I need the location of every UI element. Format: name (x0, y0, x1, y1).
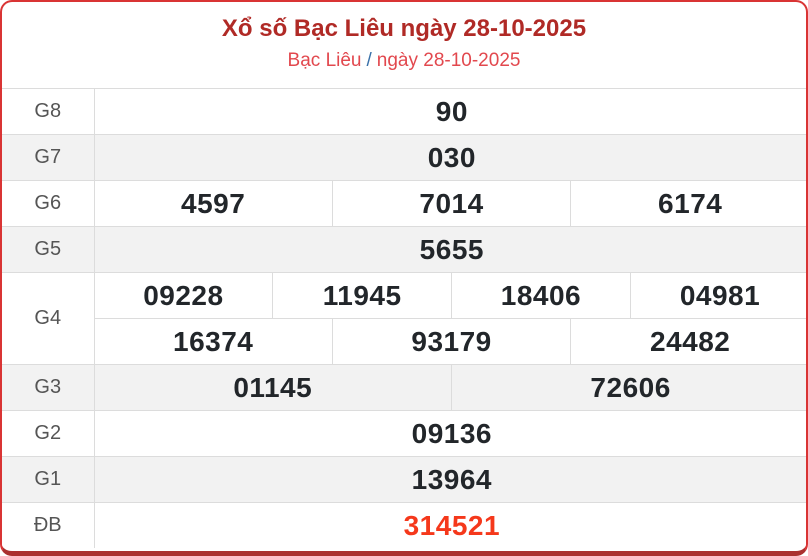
table-row-g3: G3 01145 72606 (2, 364, 806, 411)
page-title: Xổ số Bạc Liêu ngày 28-10-2025 (221, 15, 587, 42)
prize-label: ĐB (2, 502, 95, 548)
breadcrumb: Bạc Liêu / ngày 28-10-2025 (2, 50, 806, 72)
prize-number: 16374 (94, 318, 333, 365)
prize-number: 4597 (93, 180, 333, 227)
breadcrumb-separator: / (366, 50, 372, 71)
prize-label: G1 (2, 456, 95, 503)
prize-label: G2 (2, 410, 95, 457)
prize-number: 90 (93, 88, 806, 135)
table-row-g1: G1 13964 (2, 456, 806, 503)
prize-number: 18406 (451, 272, 631, 319)
prize-number: 24482 (570, 318, 806, 365)
prize-table: G8 90 G7 030 G6 4597 7014 6174 G5 5655 G… (2, 88, 806, 548)
prize-number: 93179 (331, 318, 572, 365)
table-row-g5: G5 5655 (2, 226, 806, 273)
prize-number-special: 314521 (93, 502, 806, 548)
table-row-g8: G8 90 (2, 88, 806, 135)
prize-number: 01145 (93, 364, 453, 411)
breadcrumb-province-link[interactable]: Bạc Liêu (287, 50, 362, 71)
prize-label: G6 (2, 180, 95, 227)
table-row-g4-line1: G4 09228 11945 18406 04981 (2, 272, 806, 365)
prize-number: 04981 (629, 272, 806, 319)
table-row-g6: G6 4597 7014 6174 (2, 180, 806, 227)
prize-number: 72606 (451, 364, 806, 411)
prize-label: G3 (2, 364, 95, 411)
table-row-g4-line2: 16374 93179 24482 (2, 318, 806, 365)
prize-number: 030 (93, 134, 806, 181)
table-row-g2: G2 09136 (2, 410, 806, 457)
prize-label: G8 (2, 88, 95, 135)
prize-number: 09228 (93, 272, 274, 319)
prize-number: 6174 (570, 180, 806, 227)
table-row-g7: G7 030 (2, 134, 806, 181)
prize-number: 13964 (93, 456, 806, 503)
prize-number: 09136 (93, 410, 806, 457)
prize-label: G5 (2, 226, 95, 273)
breadcrumb-date-link[interactable]: ngày 28-10-2025 (376, 50, 521, 71)
prize-number: 5655 (93, 226, 806, 273)
prize-label: G4 (2, 272, 95, 365)
card-header: Xổ số Bạc Liêu ngày 28-10-2025 Bạc Liêu /… (2, 2, 806, 88)
prize-label: G7 (2, 134, 95, 181)
prize-number: 7014 (331, 180, 572, 227)
prize-number: 11945 (272, 272, 453, 319)
table-row-db: ĐB 314521 (2, 502, 806, 548)
